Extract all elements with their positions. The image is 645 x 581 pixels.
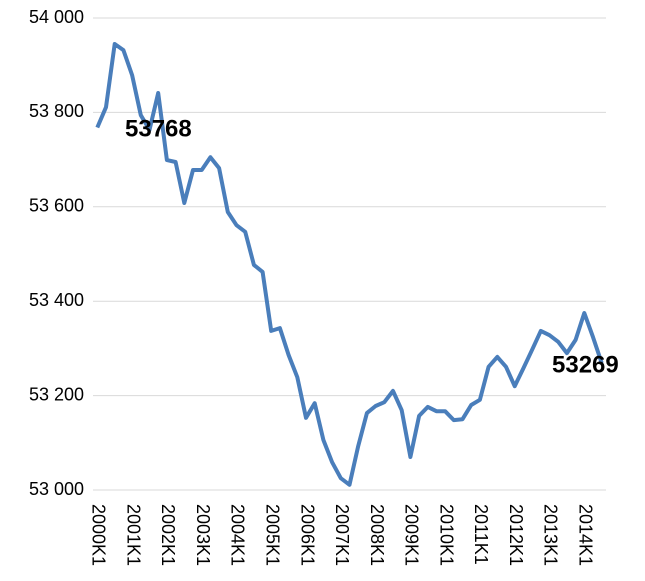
y-tick-label: 53 000 [29,479,84,499]
x-tick-label: 2012K1 [506,504,526,566]
y-tick-label: 53 600 [29,196,84,216]
x-tick-label: 2005K1 [262,504,282,566]
y-tick-label: 53 800 [29,101,84,121]
data-label: 53269 [552,351,619,378]
x-tick-label: 2009K1 [402,504,422,566]
x-tick-label: 2001K1 [123,504,143,566]
x-tick-label: 2007K1 [332,504,352,566]
x-tick-label: 2004K1 [228,504,248,566]
x-tick-label: 2010K1 [436,504,456,566]
x-tick-label: 2013K1 [541,504,561,566]
y-tick-label: 54 000 [29,7,84,27]
x-tick-label: 2006K1 [297,504,317,566]
x-tick-label: 2002K1 [158,504,178,566]
x-tick-label: 2011K1 [471,504,491,565]
x-tick-label: 2003K1 [193,504,213,566]
x-tick-label: 2014K1 [576,504,596,566]
x-tick-label: 2000K1 [89,504,109,566]
line [95,42,604,487]
data-label: 53768 [125,115,192,142]
y-tick-label: 53 200 [29,384,84,404]
x-tick-label: 2008K1 [367,504,387,566]
y-tick-label: 53 400 [29,290,84,310]
